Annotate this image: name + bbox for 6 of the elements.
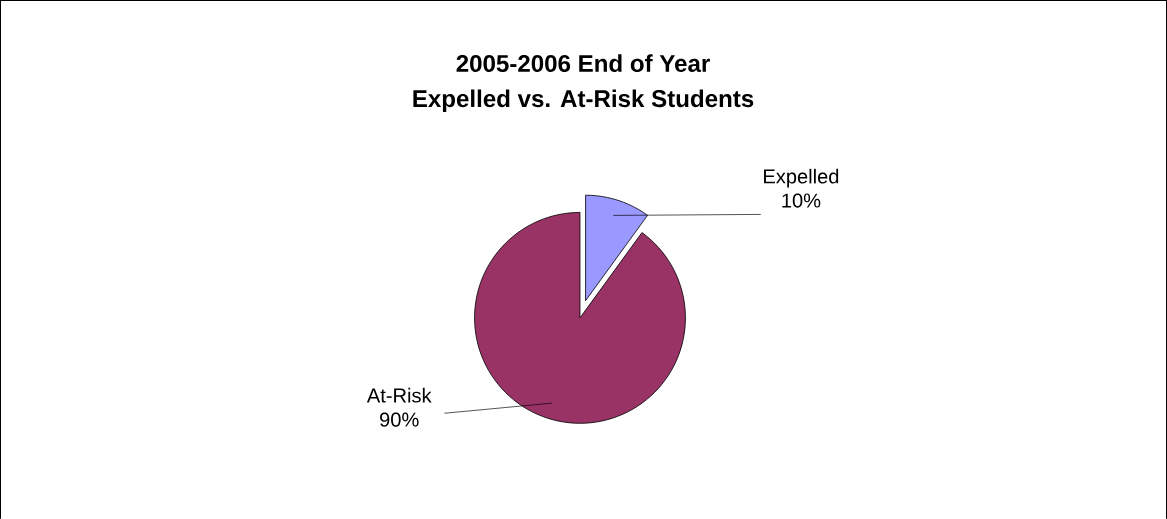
data-label: 90% (380, 412, 419, 427)
chart-subtitle: Expelled vs. At-Risk Students (413, 89, 754, 112)
slice-label: Expelled (764, 168, 839, 188)
slice-label: At-Risk (366, 387, 432, 403)
chart-title: 2005-2006 End of Year (456, 54, 710, 72)
data-label: 10% (782, 193, 821, 208)
